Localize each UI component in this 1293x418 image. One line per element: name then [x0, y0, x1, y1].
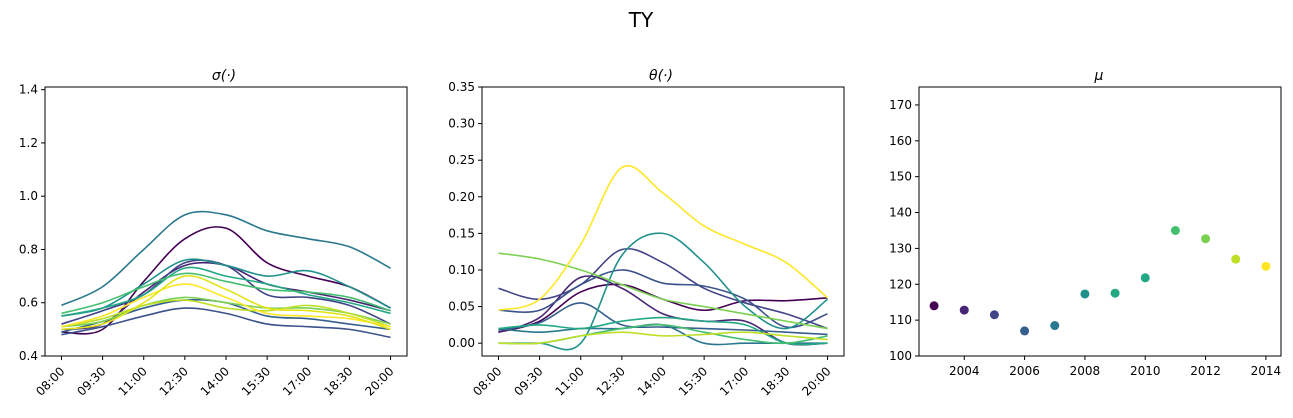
theta-xtick-label: 17:00 [717, 364, 751, 398]
mu-panel: μ 100 110 120 130 140 150 160 170 2004 2006 2008 20… [889, 68, 1282, 378]
theta-xtick-label: 09:30 [511, 364, 545, 398]
mu-ytick-label: 170 [889, 98, 912, 112]
theta-ytick-label: 0.00 [448, 336, 475, 350]
theta-data [498, 164, 829, 351]
mu-xtick-label: 2010 [1130, 364, 1161, 378]
sigma-series-line-5 [61, 307, 391, 339]
sigma-panel: σ(·) 0.4 0.6 0.8 1.0 1.2 1.4 08:00 09:30 11:00 12… [19, 68, 408, 399]
sigma-ytick-label: 0.4 [19, 349, 38, 363]
sigma-xtick-label: 15:30 [239, 364, 273, 398]
sigma-xtick-label: 17:00 [280, 364, 314, 398]
theta-ytick-label: 0.25 [448, 153, 475, 167]
sigma-data [61, 210, 391, 339]
mu-point-9 [1170, 225, 1180, 235]
mu-ytick-label: 140 [889, 206, 912, 220]
mu-xtick-label: 2012 [1190, 364, 1221, 378]
sigma-series-line-8 [61, 266, 391, 317]
theta-axes-frame [481, 86, 845, 357]
theta-ytick-label: 0.20 [448, 190, 475, 204]
sigma-title: σ(·) [212, 68, 236, 84]
sigma-series-line-7 [61, 258, 391, 317]
sigma-series-line-6 [61, 210, 391, 307]
theta-series-line-5 [498, 302, 828, 336]
mu-point-7 [1110, 288, 1120, 298]
mu-point-4 [1020, 326, 1030, 336]
theta-panel: θ(·) 0.00 0.05 0.10 0.15 0.20 0.25 0.30 0.35 08:… [448, 68, 845, 399]
mu-ytick-label: 130 [889, 241, 912, 255]
mu-data [929, 225, 1271, 336]
theta-ytick-label: 0.15 [448, 226, 475, 240]
theta-ytick-label: 0.35 [448, 80, 475, 94]
sigma-ytick-label: 0.6 [19, 296, 38, 310]
mu-point-3 [989, 310, 999, 320]
mu-xtick-label: 2014 [1251, 364, 1282, 378]
sigma-series-line-9 [61, 272, 391, 315]
mu-title: μ [1094, 68, 1104, 84]
sigma-xtick-label: 09:30 [74, 364, 108, 398]
theta-series-line-8 [498, 316, 828, 346]
mu-point-12 [1261, 261, 1271, 271]
figure-suptitle: TY [628, 8, 654, 32]
sigma-xtick-label: 18:30 [321, 364, 355, 398]
theta-series-line-4 [498, 269, 828, 329]
sigma-xtick-label: 14:00 [198, 364, 232, 398]
theta-series-line-7 [498, 232, 829, 351]
sigma-xtick-label: 11:00 [115, 364, 149, 398]
mu-xtick-label: 2006 [1009, 364, 1040, 378]
sigma-series-line-10 [61, 296, 391, 328]
mu-ytick-label: 100 [889, 349, 912, 363]
theta-xtick-label: 18:30 [758, 364, 792, 398]
sigma-ytick-label: 1.0 [19, 189, 38, 203]
sigma-series-line-12 [61, 283, 391, 328]
theta-xtick-label: 15:30 [676, 364, 710, 398]
sigma-xtick-label: 12:30 [157, 364, 191, 398]
sigma-ytick-label: 0.8 [19, 242, 38, 256]
theta-series-line-10 [498, 252, 828, 330]
theta-ytick-label: 0.10 [448, 263, 475, 277]
mu-ytick-label: 150 [889, 170, 912, 184]
sigma-ytick-label: 1.2 [19, 136, 38, 150]
theta-series-line-3 [498, 247, 828, 330]
mu-ytick-label: 160 [889, 134, 912, 148]
theta-ytick-label: 0.30 [448, 117, 475, 131]
sigma-ytick-label: 1.4 [19, 83, 38, 97]
mu-axes-frame [918, 86, 1282, 357]
theta-ytick-label: 0.05 [448, 300, 475, 314]
theta-xtick-label: 11:00 [552, 364, 586, 398]
theta-series-line-2 [498, 275, 828, 346]
mu-point-8 [1140, 273, 1150, 283]
theta-xtick-label: 14:00 [635, 364, 669, 398]
theta-series-line-12 [498, 164, 829, 312]
theta-xtick-label: 20:00 [799, 364, 833, 398]
mu-xtick-label: 2008 [1070, 364, 1101, 378]
mu-point-5 [1050, 321, 1060, 331]
sigma-series-line-13 [61, 275, 391, 331]
theta-xtick-label: 08:00 [470, 364, 504, 398]
theta-title: θ(·) [649, 68, 673, 84]
sigma-xtick-label: 20:00 [362, 364, 396, 398]
mu-xtick-label: 2004 [949, 364, 980, 378]
sigma-series-line-11 [61, 299, 391, 328]
mu-point-1 [929, 301, 939, 311]
sigma-axes-frame [44, 86, 408, 357]
mu-point-6 [1080, 289, 1090, 299]
mu-ytick-label: 120 [889, 277, 912, 291]
mu-ytick-label: 110 [889, 313, 912, 327]
mu-point-11 [1231, 254, 1241, 264]
sigma-xtick-label: 08:00 [33, 364, 67, 398]
theta-xtick-label: 12:30 [594, 364, 628, 398]
theta-series-line-11 [498, 331, 828, 345]
mu-point-10 [1201, 234, 1211, 244]
mu-point-2 [959, 305, 969, 315]
